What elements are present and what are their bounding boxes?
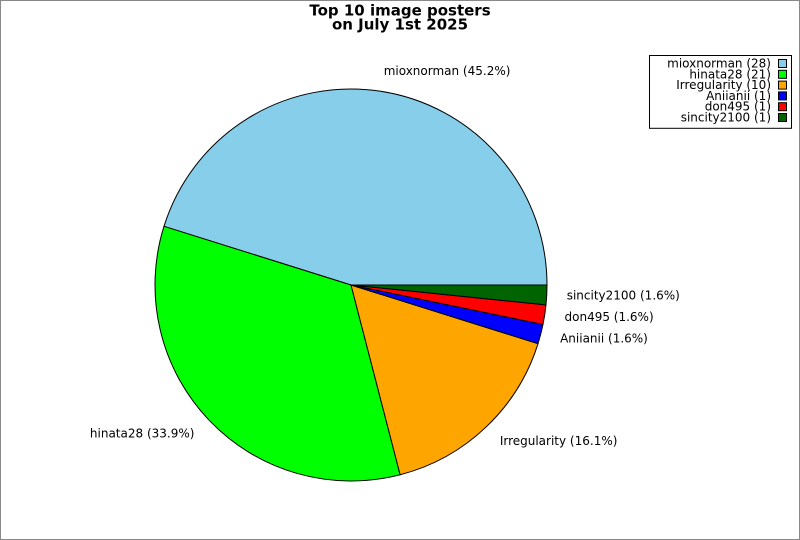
legend-swatch — [778, 102, 787, 112]
chart-title: Top 10 image posters — [309, 2, 490, 20]
chart-title: on July 1st 2025 — [332, 16, 468, 34]
legend-label: Aniianii (1) — [706, 89, 771, 103]
slice-label: sincity2100 (1.6%) — [567, 288, 680, 302]
legend-box — [649, 55, 792, 129]
legend-swatch — [778, 69, 787, 79]
legend-swatch — [778, 80, 787, 90]
legend-label: Irregularity (10) — [676, 78, 771, 92]
legend-label: sincity2100 (1) — [681, 111, 771, 125]
slice-label: hinata28 (33.9%) — [90, 426, 195, 440]
slice-label: Irregularity (16.1%) — [500, 434, 618, 448]
slice-label: mioxnorman (45.2%) — [384, 64, 511, 78]
legend-label: don495 (1) — [705, 100, 771, 114]
legend-label: mioxnorman (28) — [667, 57, 771, 71]
pie-slice — [350, 284, 539, 476]
pie-slice — [350, 284, 548, 306]
legend-swatch — [778, 113, 787, 122]
legend-swatch — [778, 59, 787, 68]
pie-slice — [163, 88, 548, 286]
legend-swatch — [778, 91, 787, 101]
legend-label: hinata28 (21) — [689, 67, 771, 81]
pie-slice — [154, 225, 401, 482]
slice-label: Aniianii (1.6%) — [560, 332, 648, 346]
slice-label: don495 (1.6%) — [565, 310, 654, 324]
